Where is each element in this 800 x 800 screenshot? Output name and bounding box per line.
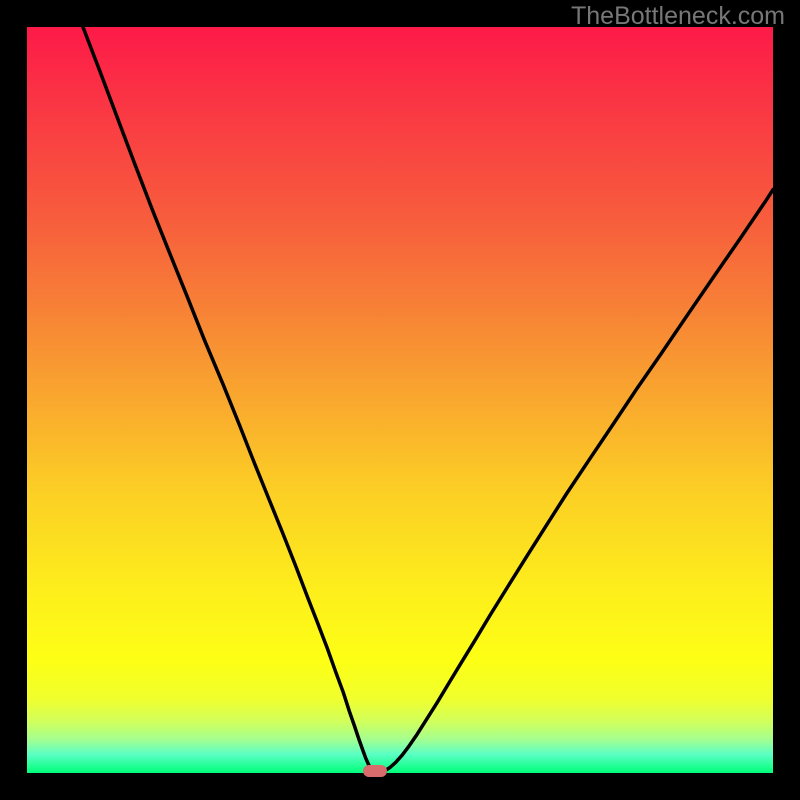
minimum-marker [363, 765, 387, 777]
watermark-text: TheBottleneck.com [571, 2, 785, 31]
curve-overlay [27, 27, 773, 773]
chart-plot-area [27, 27, 773, 773]
bottleneck-curve [83, 27, 773, 773]
